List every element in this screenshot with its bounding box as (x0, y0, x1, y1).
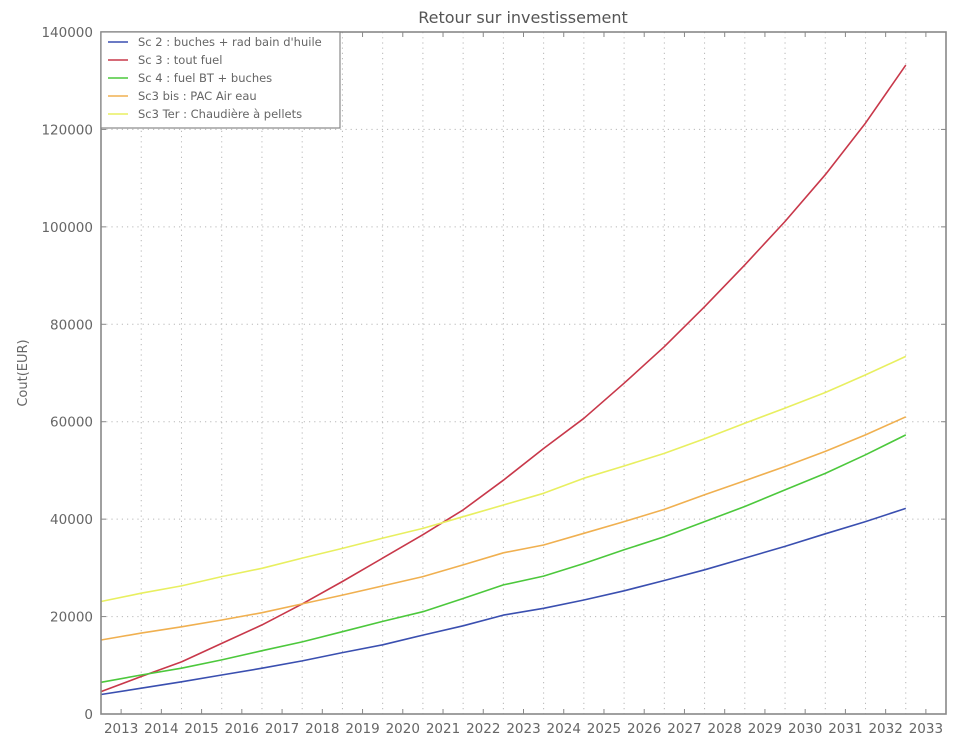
x-tick-label: 2014 (144, 721, 178, 737)
x-tick-label: 2029 (748, 721, 782, 737)
chart-title: Retour sur investissement (418, 8, 628, 27)
legend-label: Sc 2 : buches + rad bain d'huile (138, 35, 322, 49)
x-tick-label: 2031 (828, 721, 862, 737)
y-tick-label: 80000 (50, 317, 93, 333)
series-line (100, 416, 907, 641)
x-tick-label: 2032 (868, 721, 902, 737)
x-tick-label: 2033 (909, 721, 943, 737)
legend-label: Sc 4 : fuel BT + buches (138, 71, 272, 85)
legend: Sc 2 : buches + rad bain d'huile Sc 3 : t… (100, 31, 341, 129)
axis-ticks (101, 31, 946, 715)
x-tick-label: 2013 (104, 721, 138, 737)
x-axis-tick-labels: 2013 2014 2015 2016 2017 2018 2019 2020 2021 2022… (104, 721, 943, 737)
legend-label: Sc3 Ter : Chaudière à pellets (138, 107, 302, 121)
x-tick-label: 2017 (265, 721, 299, 737)
x-tick-label: 2015 (184, 721, 218, 737)
x-tick-label: 2020 (386, 721, 420, 737)
x-tick-label: 2016 (225, 721, 259, 737)
x-tick-label: 2027 (667, 721, 701, 737)
series-line (100, 434, 907, 684)
series-line (100, 507, 907, 696)
y-axis-tick-labels: 0 20000 40000 60000 80000 100000 120000 140000 (41, 25, 93, 723)
x-tick-label: 2018 (305, 721, 339, 737)
x-tick-label: 2028 (708, 721, 742, 737)
y-tick-label: 100000 (41, 220, 93, 236)
y-axis-label: Cout(EUR) (16, 339, 31, 406)
x-tick-label: 2023 (506, 721, 540, 737)
legend-box (100, 31, 341, 129)
y-tick-label: 120000 (41, 122, 93, 138)
y-tick-label: 20000 (50, 610, 93, 626)
x-tick-label: 2030 (788, 721, 822, 737)
y-tick-label: 40000 (50, 512, 93, 528)
y-tick-label: 140000 (41, 25, 93, 41)
x-tick-label: 2025 (587, 721, 621, 737)
series-line (100, 64, 907, 693)
x-tick-label: 2026 (627, 721, 661, 737)
y-tick-label: 60000 (50, 415, 93, 431)
x-tick-label: 2022 (466, 721, 500, 737)
y-tick-label: 0 (84, 707, 93, 723)
legend-label: Sc 3 : tout fuel (138, 53, 222, 67)
x-tick-label: 2019 (345, 721, 379, 737)
series-lines (100, 64, 907, 696)
x-tick-label: 2024 (547, 721, 581, 737)
x-tick-label: 2021 (426, 721, 460, 737)
legend-label: Sc3 bis : PAC Air eau (138, 89, 257, 103)
series-line (100, 355, 907, 603)
